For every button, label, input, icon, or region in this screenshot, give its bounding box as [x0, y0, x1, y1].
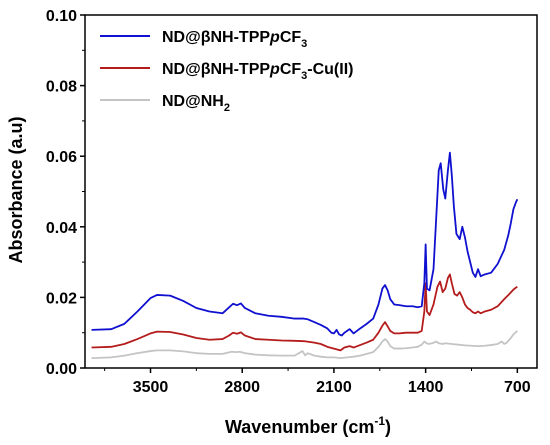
x-tick-label: 3500 — [133, 379, 169, 396]
y-tick-label: 0.02 — [46, 290, 77, 307]
plot-frame — [84, 14, 538, 369]
x-axis-title-tail: ) — [385, 417, 391, 437]
series-line-1 — [91, 151, 519, 337]
y-axis-ticks: 0.00 0.02 0.04 0.06 0.08 0.10 — [46, 8, 85, 378]
x-axis-ticks: 3500 2800 2100 1400 700 — [104, 368, 531, 396]
y-tick-label: 0.08 — [46, 79, 77, 96]
x-tick-label: 2800 — [224, 379, 260, 396]
legend-label-1: ND@βNH-TPPpCF3 — [162, 29, 307, 50]
x-axis-title: Wavenumber (cm-1) — [225, 414, 391, 437]
y-axis-title: Absorbance (a.u) — [6, 116, 26, 263]
series-line-3 — [91, 330, 518, 360]
x-tick-label: 700 — [504, 379, 531, 396]
x-axis-title-main: Wavenumber (cm — [225, 417, 374, 437]
legend-label-2: ND@βNH-TPPpCF3-Cu(II) — [162, 61, 353, 82]
y-tick-label: 0.00 — [46, 361, 77, 378]
x-axis-title-sup: -1 — [374, 414, 385, 428]
x-tick-label: 2100 — [316, 379, 352, 396]
series-line-2 — [91, 273, 518, 352]
series-layer — [91, 151, 519, 360]
legend-label-3: ND@NH2 — [162, 93, 230, 114]
x-tick-label: 1400 — [408, 379, 444, 396]
y-tick-label: 0.10 — [46, 8, 77, 25]
y-tick-label: 0.04 — [46, 220, 77, 237]
y-tick-label: 0.06 — [46, 149, 77, 166]
legend: ND@βNH-TPPpCF3 ND@βNH-TPPpCF3-Cu(II) ND@NH… — [100, 29, 353, 114]
